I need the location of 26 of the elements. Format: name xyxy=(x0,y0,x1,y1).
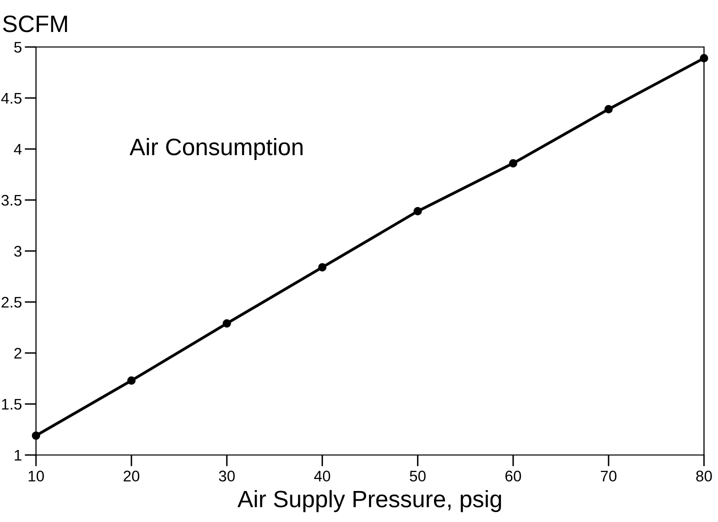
x-tick-label: 80 xyxy=(696,470,712,482)
point xyxy=(318,263,326,272)
x-tick-label: 70 xyxy=(600,470,616,482)
x-tick-label: 50 xyxy=(410,470,426,482)
y-tick-label: 4.5 xyxy=(1,93,22,104)
annotation: Air Consumption xyxy=(130,138,303,160)
x-axis-title: Air Supply Pressure, psig xyxy=(238,490,502,512)
y-tick-label: 3 xyxy=(14,246,22,257)
x-tick-label: 60 xyxy=(505,470,522,482)
y-tick-label: 1 xyxy=(14,450,22,461)
point xyxy=(222,319,232,328)
x-tick-label: 10 xyxy=(28,470,44,482)
y-tick-label: 2.5 xyxy=(2,296,22,308)
y-tick-label: 2 xyxy=(14,348,22,359)
point xyxy=(604,105,613,114)
y-tick-label: 5 xyxy=(14,42,22,53)
y-tick-label: 3.5 xyxy=(1,194,22,206)
point xyxy=(127,376,136,385)
y-axis-title: SCFM xyxy=(3,16,67,32)
x-tick-label: 30 xyxy=(218,470,235,482)
y-tick-label: 1.5 xyxy=(2,399,22,410)
point xyxy=(414,207,422,216)
y-tick-label: 4 xyxy=(14,144,22,155)
point xyxy=(508,159,518,168)
x-tick-label: 40 xyxy=(314,470,330,482)
x-tick-label: 20 xyxy=(124,470,140,482)
